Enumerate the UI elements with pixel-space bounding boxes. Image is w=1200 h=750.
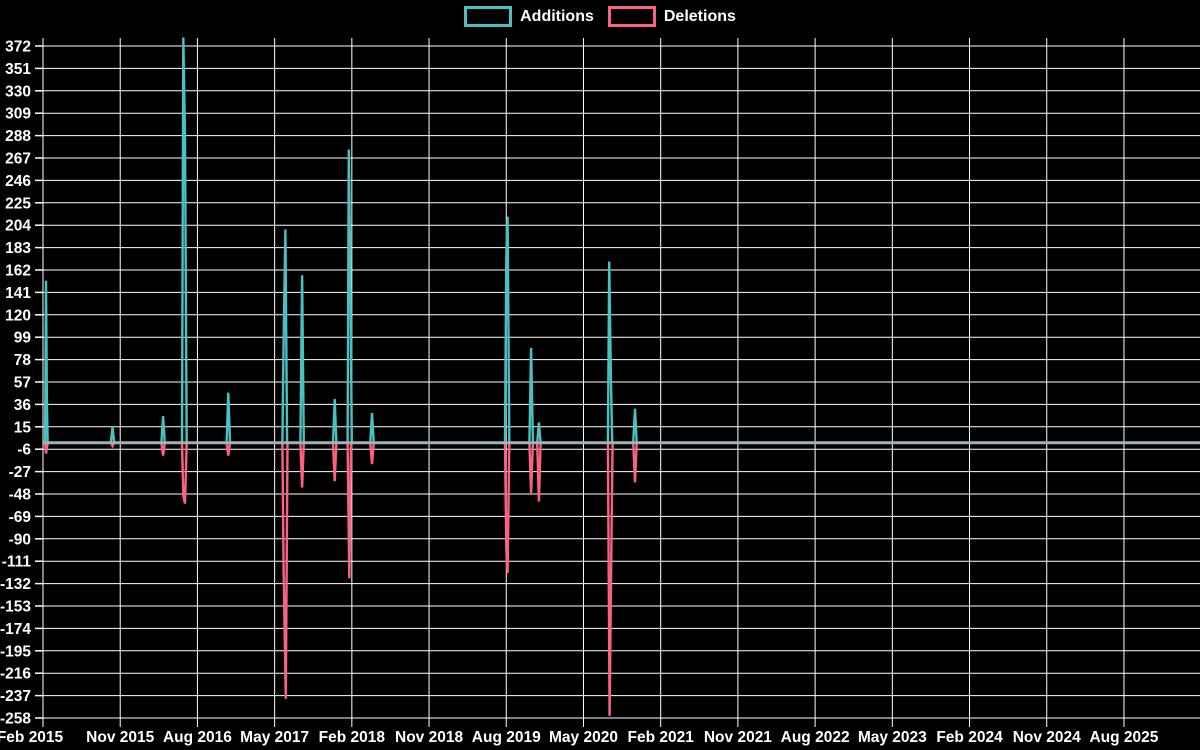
y-axis-label: -153 [0, 599, 31, 616]
x-axis-label: Feb 2024 [936, 729, 1003, 746]
x-axis-label: Nov 2024 [1013, 729, 1081, 746]
x-axis-label: Aug 2025 [1089, 729, 1158, 746]
y-axis-label: -132 [0, 576, 31, 593]
legend-item-additions[interactable]: Additions [464, 6, 594, 27]
y-axis-label: 36 [14, 397, 32, 414]
y-axis-label: -90 [9, 531, 31, 548]
y-axis-label: -111 [2, 554, 32, 571]
y-axis-label: -27 [9, 464, 31, 481]
x-axis-label: Feb 2018 [319, 729, 386, 746]
legend-label-additions: Additions [520, 7, 594, 25]
additions-swatch-icon [464, 6, 513, 27]
deletions-series-line [43, 441, 1200, 716]
x-axis-label: May 2020 [549, 729, 618, 746]
x-axis-label: Aug 2016 [163, 729, 232, 746]
y-axis-label: 330 [5, 83, 31, 100]
legend-item-deletions[interactable]: Deletions [607, 6, 736, 27]
chart-legend: Additions Deletions [0, 6, 1200, 27]
x-axis-label: May 2017 [240, 729, 309, 746]
y-axis-label: 120 [5, 307, 31, 324]
y-axis-label: 372 [5, 39, 31, 56]
y-axis-label: 78 [14, 352, 32, 369]
y-axis-label: -258 [0, 711, 31, 728]
x-axis-label: Feb 2021 [628, 729, 695, 746]
y-axis-label: 309 [5, 106, 31, 123]
y-axis-label: -48 [9, 487, 32, 504]
x-axis-label: Nov 2015 [86, 729, 154, 746]
y-axis-label: 15 [14, 419, 32, 436]
y-axis-label: 204 [5, 218, 31, 235]
x-axis-label: Nov 2018 [395, 729, 463, 746]
y-axis-label: -174 [0, 621, 31, 638]
y-axis-label: 225 [5, 195, 31, 212]
y-axis-label: -69 [9, 509, 32, 526]
x-axis-label: Aug 2022 [781, 729, 850, 746]
x-axis-label: Aug 2019 [472, 729, 541, 746]
y-axis-label: 267 [5, 151, 31, 168]
y-axis-label: 141 [5, 285, 31, 302]
y-axis-label: -6 [17, 442, 31, 459]
y-axis-label: 99 [14, 330, 32, 347]
y-axis-label: 351 [5, 61, 31, 78]
x-axis-label: Feb 2015 [0, 729, 64, 746]
y-axis-label: 288 [5, 128, 31, 145]
additions-series-line [43, 37, 1200, 444]
legend-label-deletions: Deletions [663, 7, 736, 25]
y-axis-label: 183 [5, 240, 31, 257]
y-axis-label: -237 [0, 688, 31, 705]
y-axis-label: 162 [5, 263, 31, 280]
y-axis-label: -195 [0, 643, 31, 660]
deletions-swatch-icon [607, 6, 656, 27]
x-axis-label: May 2023 [858, 729, 927, 746]
y-axis-label: 246 [5, 173, 31, 190]
y-axis-label: 57 [14, 375, 31, 392]
y-axis-label: -216 [0, 666, 31, 683]
x-axis-label: Nov 2021 [704, 729, 772, 746]
